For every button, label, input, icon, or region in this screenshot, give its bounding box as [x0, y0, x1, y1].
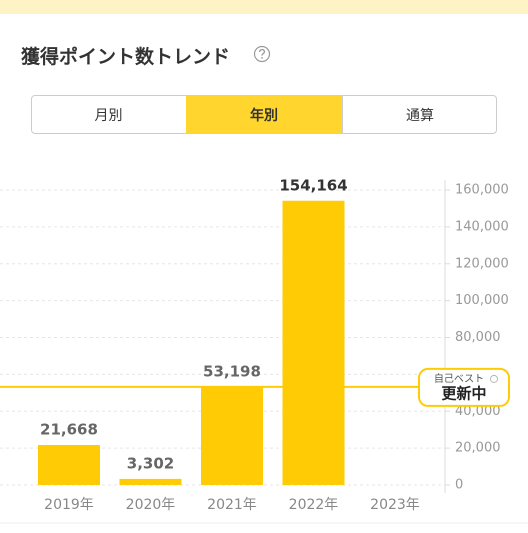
x-tick-label: 2020年	[126, 497, 176, 513]
y-tick-label: 20,000	[455, 441, 501, 456]
bar	[282, 200, 345, 485]
tab-selected[interactable]: 年別	[186, 95, 342, 134]
x-tick-label: 2021年	[207, 497, 257, 513]
y-tick-label: 40,000	[455, 404, 501, 419]
tab[interactable]: 月別	[94, 107, 123, 124]
y-tick-label: 80,000	[455, 330, 501, 345]
bar	[201, 386, 263, 485]
y-tick-label: 120,000	[455, 256, 509, 271]
best-status: 更新中	[441, 384, 486, 402]
title: 獲得ポイント数トレンド	[21, 46, 231, 68]
x-tick-label: 2023年	[370, 497, 420, 513]
data-label: 154,164	[279, 176, 347, 194]
y-tick-label: 100,000	[455, 293, 509, 308]
chart: 020,00040,00060,00080,000100,000120,0001…	[0, 176, 528, 524]
tab[interactable]: 通算	[342, 95, 497, 134]
data-label: 53,198	[203, 362, 261, 380]
y-tick-label: 0	[455, 478, 463, 493]
bar	[38, 445, 100, 485]
help-icon[interactable]	[253, 45, 271, 63]
y-tick-label: 160,000	[455, 183, 509, 198]
best-help-icon	[490, 375, 498, 383]
data-label: 21,668	[40, 421, 98, 439]
best-badge	[418, 367, 510, 407]
best-label: 自己ベスト	[434, 372, 484, 385]
y-tick-label: 140,000	[455, 219, 509, 234]
top-strip	[0, 0, 528, 14]
x-tick-label: 2019年	[44, 497, 94, 513]
bar	[119, 478, 182, 485]
data-label: 3,302	[127, 454, 174, 472]
x-tick-label: 2022年	[289, 497, 339, 513]
